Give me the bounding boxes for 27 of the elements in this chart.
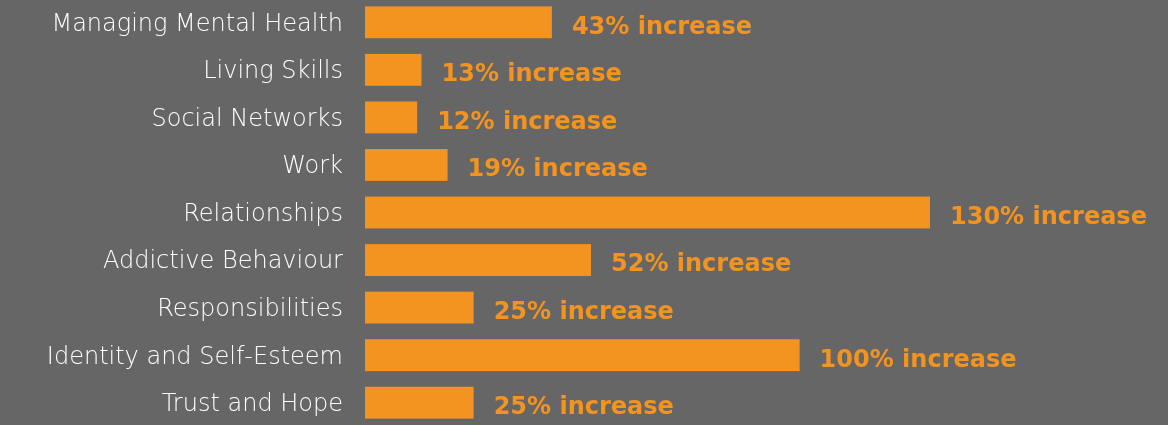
data-label: 12% increase [437, 106, 618, 135]
data-label: 52% increase [611, 249, 792, 278]
y-tick-label: Responsibilities [157, 294, 343, 322]
bar [365, 196, 930, 229]
y-tick-label: Identity and Self-Esteem [46, 341, 343, 370]
data-label: 13% increase [441, 59, 622, 88]
bar [365, 339, 800, 372]
y-tick-label: Social Networks [151, 103, 343, 132]
y-tick-label: Addictive Behaviour [102, 246, 344, 275]
data-label: 25% increase [493, 392, 674, 421]
y-tick-label: Trust and Hope [161, 389, 343, 418]
y-tick-label: Managing Mental Health [51, 8, 343, 37]
bar [365, 386, 474, 419]
data-label: 25% increase [493, 297, 674, 325]
data-label: 130% increase [950, 201, 1147, 230]
bar [365, 149, 448, 181]
y-tick-label: Work [282, 151, 344, 180]
data-label: 43% increase [571, 11, 753, 40]
y-tick-label: Relationships [183, 198, 343, 227]
bar [365, 53, 422, 86]
bar [365, 244, 591, 276]
bar [365, 101, 418, 134]
data-label: 100% increase [819, 344, 1017, 373]
data-label: 19% increase [467, 154, 648, 183]
bar [365, 291, 474, 324]
bar [365, 6, 552, 39]
y-tick-label: Living Skills [203, 56, 343, 85]
